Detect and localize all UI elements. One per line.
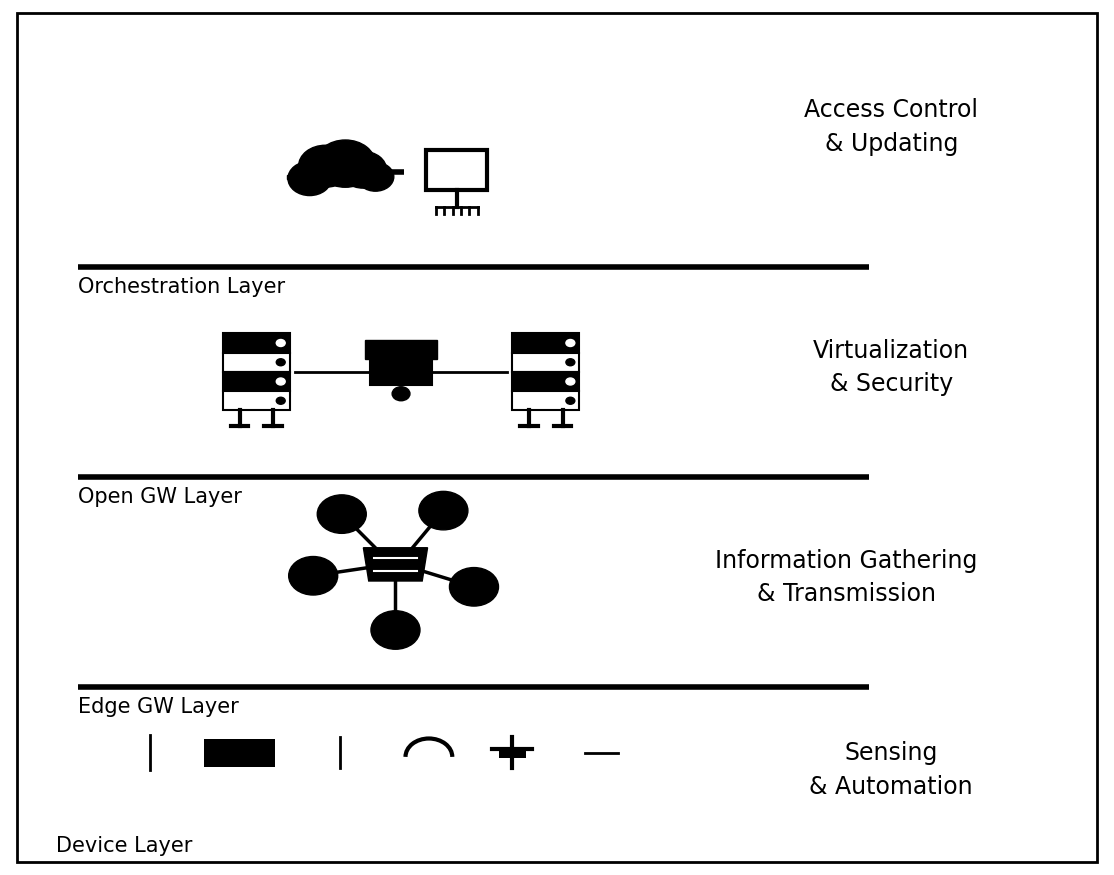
FancyBboxPatch shape [512,333,579,353]
Text: Edge GW Layer: Edge GW Layer [78,697,238,717]
FancyBboxPatch shape [365,340,437,359]
Circle shape [340,151,387,188]
Polygon shape [287,175,387,179]
Circle shape [276,378,285,385]
FancyBboxPatch shape [223,372,290,391]
Text: Orchestration Layer: Orchestration Layer [78,277,285,298]
Circle shape [566,359,575,366]
Circle shape [419,492,468,530]
Circle shape [287,161,332,195]
FancyBboxPatch shape [370,359,431,385]
Circle shape [289,556,338,595]
FancyBboxPatch shape [204,738,275,766]
Polygon shape [363,548,428,581]
Circle shape [449,568,498,606]
Text: Information Gathering
& Transmission: Information Gathering & Transmission [715,549,978,606]
FancyBboxPatch shape [512,391,579,410]
Circle shape [371,611,420,649]
FancyBboxPatch shape [499,747,526,758]
Circle shape [566,340,575,346]
Text: Device Layer: Device Layer [56,836,192,856]
Circle shape [299,145,352,187]
Text: Sensing
& Automation: Sensing & Automation [810,741,973,799]
FancyBboxPatch shape [512,372,579,391]
Circle shape [276,359,285,366]
Circle shape [317,495,367,534]
FancyBboxPatch shape [223,391,290,410]
Circle shape [392,387,410,401]
Circle shape [315,140,375,187]
Circle shape [356,162,394,191]
Circle shape [566,397,575,404]
FancyBboxPatch shape [426,150,487,190]
Circle shape [276,397,285,404]
Text: Access Control
& Updating: Access Control & Updating [804,98,978,156]
Circle shape [566,378,575,385]
FancyBboxPatch shape [223,333,290,353]
Circle shape [276,340,285,346]
Text: Open GW Layer: Open GW Layer [78,487,242,508]
FancyBboxPatch shape [223,353,290,372]
Text: Virtualization
& Security: Virtualization & Security [813,339,969,396]
FancyBboxPatch shape [512,353,579,372]
